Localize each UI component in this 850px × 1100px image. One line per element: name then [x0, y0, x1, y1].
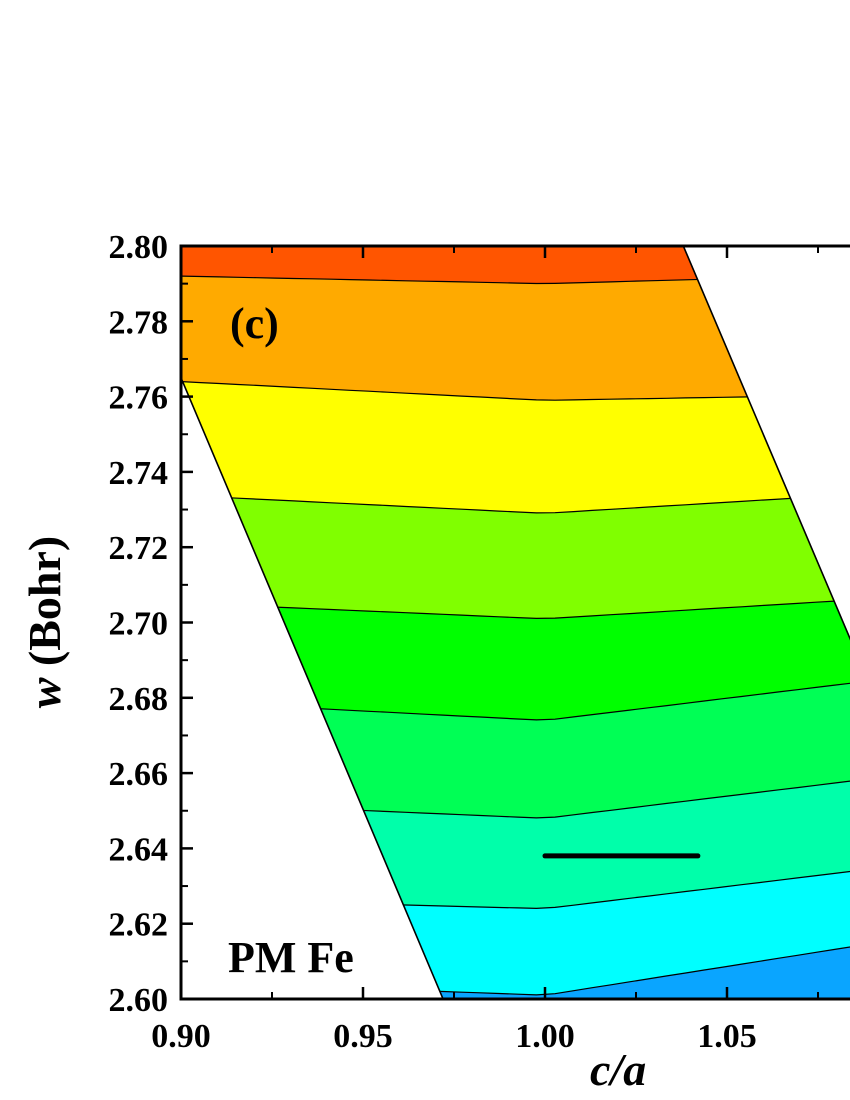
x-tick-label: 1.00 — [515, 1018, 575, 1055]
y-tick-label: 2.64 — [109, 831, 169, 868]
contour-band — [181, 274, 850, 401]
y-tick-label: 2.78 — [109, 304, 169, 341]
contour-band — [181, 492, 850, 619]
y-axis-title-var: w — [19, 677, 70, 708]
contour-band — [181, 379, 850, 513]
y-axis-title: w (Bohr) — [19, 536, 70, 709]
contour-band — [181, 597, 850, 720]
domain-edge — [682, 246, 850, 641]
plot-area — [181, 246, 850, 999]
y-tick-label: 2.68 — [109, 681, 169, 718]
annotation-label: PM Fe — [228, 933, 354, 982]
y-tick-label: 2.66 — [109, 756, 169, 793]
y-tick-label: 2.72 — [109, 530, 169, 567]
contour-band — [181, 246, 850, 284]
x-tick-label: 0.95 — [333, 1018, 393, 1055]
y-tick-label: 2.70 — [109, 606, 169, 643]
y-tick-label: 2.74 — [109, 455, 169, 492]
x-tick-label: 1.05 — [697, 1018, 757, 1055]
y-tick-label: 2.80 — [109, 229, 169, 266]
panel-label: (c) — [230, 299, 279, 348]
domain-edge — [181, 377, 444, 999]
x-tick-label: 0.90 — [151, 1018, 211, 1055]
y-tick-label: 2.62 — [109, 907, 169, 944]
x-axis-title: c/a — [590, 1044, 646, 1095]
tick-labels: 2.60 2.62 2.64 2.66 2.68 2.70 2.72 2.74 2.76 2.78… — [109, 229, 757, 1055]
contour-line — [181, 491, 850, 514]
y-axis-title-unit: (Bohr) — [19, 536, 70, 678]
y-tick-label: 2.60 — [109, 982, 169, 1019]
domain-boundary — [181, 246, 850, 999]
axis-ticks — [179, 244, 819, 1001]
y-tick-label: 2.76 — [109, 380, 169, 417]
